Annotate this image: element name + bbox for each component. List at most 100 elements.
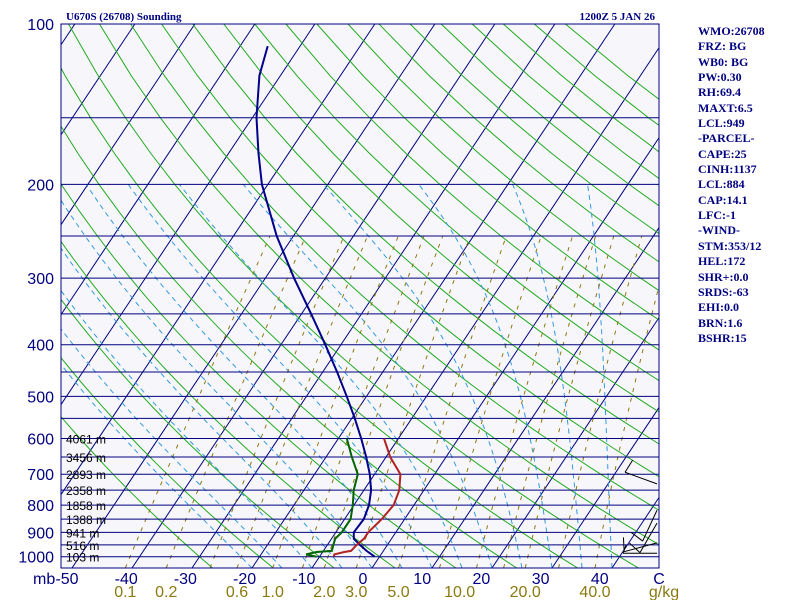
height-label: 1388 m: [66, 513, 106, 527]
temperature-tick-label: 0: [359, 571, 368, 588]
plot-background: [61, 24, 659, 568]
height-label: 103 m: [66, 551, 99, 565]
moist-adiabat-grid: [61, 184, 613, 568]
mixing-ratio-line: [209, 235, 345, 568]
pressure-tick-label: 1000: [18, 550, 54, 567]
wind-barb-flag: [624, 459, 634, 473]
plot-frame: [60, 23, 660, 569]
temperature-trace: [255, 45, 376, 558]
dry-adiabat-10: [61, 183, 457, 568]
sounding-traces: [255, 45, 402, 558]
isotherm--60: [61, 24, 376, 496]
sounding-index-item: BSHR:15: [698, 330, 747, 345]
moist-adiabat--20: [61, 363, 253, 568]
mixing-ratio-tick-label: 40.0: [579, 584, 610, 600]
height-label: 941 m: [66, 526, 99, 540]
pressure-tick-label: 800: [27, 498, 54, 515]
dry-adiabat-40: [68, 24, 639, 568]
isotherm-10: [431, 226, 659, 568]
moist-adiabat-15: [179, 184, 463, 568]
dry-adiabat-140: [378, 24, 659, 263]
dry-adiabat-50: [99, 24, 659, 546]
moist-adiabat-0: [61, 199, 373, 568]
dry-adiabat-30: [61, 67, 578, 568]
wind-barb-shaft: [624, 542, 658, 553]
dry-adiabat--20: [61, 356, 274, 568]
temperature-tick-label: 10: [413, 571, 431, 588]
moist-adiabat-25: [323, 184, 523, 568]
temperature-tick-label: 20: [473, 571, 491, 588]
pressure-tick-label: 100: [27, 17, 54, 34]
mixing-ratio-tick-label: 20.0: [510, 584, 541, 600]
sounding-index-item: BRN:1.6: [698, 315, 743, 330]
sounding-index-item: FRZ: BG: [698, 39, 747, 54]
isotherm--90: [61, 24, 196, 226]
mixing-ratio-tick-label: 2.0: [313, 584, 335, 600]
pressure-tick-label: 200: [27, 177, 54, 194]
mixing-ratio-tick-label: 0.6: [226, 584, 248, 600]
isotherm--100: [61, 24, 136, 136]
mixing-ratio-line: [476, 235, 574, 568]
pressure-tick-label: 400: [27, 338, 54, 355]
temperature-axis: -50 -40 -30 -20 -10 0 10 20 30 40 C: [55, 571, 664, 588]
dry-adiabat-110: [285, 24, 659, 351]
temperature-tick-label: 30: [532, 571, 550, 588]
sounding-index-item: WB0: BG: [698, 54, 749, 69]
sounding-index-item: SHR+:0.0: [698, 269, 749, 284]
temperature-tick-label: 40: [591, 571, 609, 588]
dry-adiabat-120: [316, 24, 659, 321]
wind-barb-flag: [630, 532, 643, 542]
sounding-index-item: -PARCEL-: [698, 131, 755, 146]
dry-adiabat--30: [61, 415, 213, 568]
mixing-ratio-line: [301, 235, 425, 568]
sounding-index-item: EHI:0.0: [698, 300, 740, 315]
temperature-tick-label: -50: [55, 571, 78, 588]
dry-adiabat-80: [192, 24, 659, 445]
dewpoint-trace: [305, 438, 359, 558]
height-label: 2358 m: [66, 484, 106, 498]
moist-adiabat-10: [127, 184, 433, 568]
moist-adiabat-40: [587, 184, 613, 568]
mixing-ratio-unit-label: g/kg: [649, 584, 679, 600]
moist-adiabat--15: [61, 328, 283, 568]
mixing-ratio-axis: 0.1 0.2 0.6 1.0 2.0 3.0 5.0 10.0 20.0 40.0 g/kg: [114, 584, 679, 600]
moist-adiabat-20: [242, 184, 493, 568]
mixing-ratio-line: [398, 235, 507, 568]
height-label: 4061 m: [66, 433, 106, 447]
wind-barb: [629, 522, 658, 553]
mixing-ratio-line: [165, 235, 307, 568]
pressure-unit-label: mb: [33, 571, 55, 588]
height-label: 1858 m: [66, 499, 106, 513]
dry-adiabat-60: [130, 24, 659, 511]
wind-barb-flag: [622, 545, 627, 554]
isotherm--50: [71, 24, 436, 568]
sounding-index-item: CINH:1137: [698, 162, 757, 177]
wind-barb: [622, 545, 657, 554]
sounding-index-item: HEL:172: [698, 254, 746, 269]
sounding-index-item: LCL:884: [698, 177, 745, 192]
isotherm--30: [191, 24, 556, 568]
wind-barbs: [622, 459, 658, 554]
pressure-axis: 100 200 300 400 500 600 700 800 900 1000 mb: [18, 17, 55, 588]
dry-adiabat-20: [61, 125, 517, 568]
isotherm--80: [61, 24, 256, 316]
wind-barb-shaft: [639, 522, 658, 553]
mixing-ratio-tick-label: 3.0: [345, 584, 367, 600]
temperature-tick-label: -30: [174, 571, 197, 588]
wind-barb-flag: [629, 542, 641, 553]
sounding-index-item: LCL:949: [698, 116, 745, 131]
sounding-index-item: WMO:26708: [698, 24, 765, 38]
isotherm--20: [251, 24, 616, 568]
dry-adiabat-70: [161, 24, 659, 478]
sounding-index-item: CAPE:25: [698, 146, 747, 161]
mixing-ratio-tick-label: 0.1: [114, 584, 136, 600]
moist-adiabat--5: [61, 247, 343, 568]
mixing-ratio-line: [323, 235, 444, 568]
pressure-tick-label: 900: [27, 525, 54, 542]
temperature-tick-label: -40: [115, 571, 138, 588]
mixing-ratio-line: [272, 235, 399, 568]
chart-title: U670S (26708) Sounding: [66, 11, 182, 23]
sounding-index-item: PW:0.30: [698, 70, 742, 85]
valid-time: 1200Z 5 JAN 26: [580, 11, 656, 23]
